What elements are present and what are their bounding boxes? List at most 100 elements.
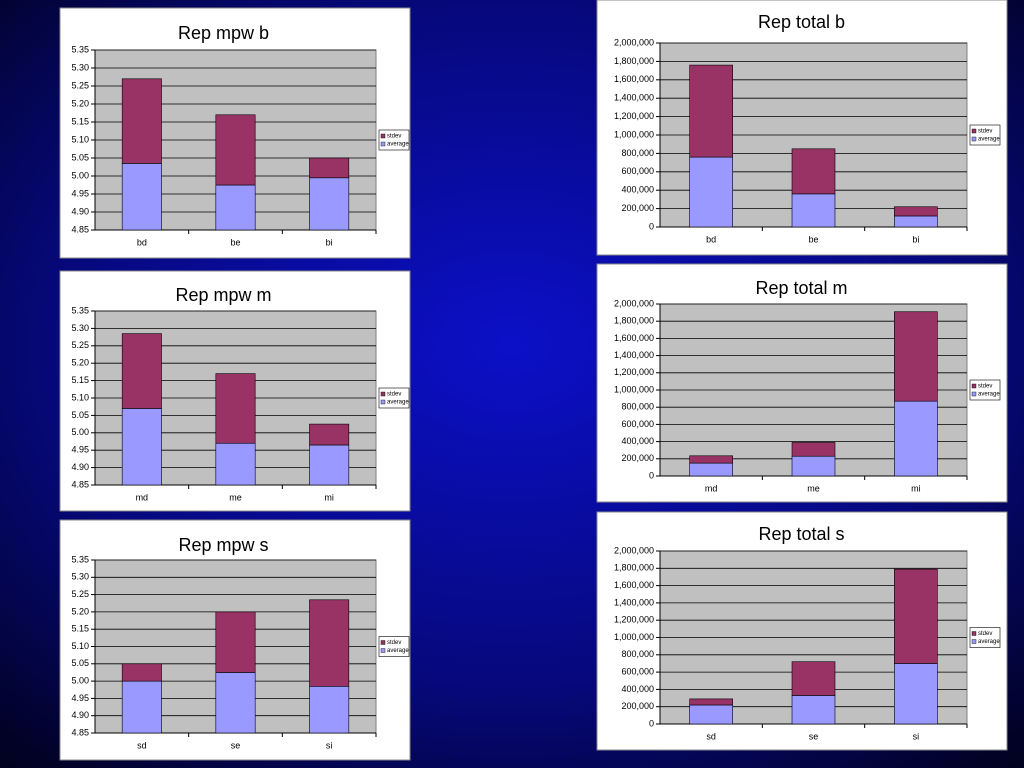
y-tick-label: 1,800,000 — [614, 563, 654, 573]
legend-label: stdev — [978, 129, 992, 135]
x-tick-label: be — [230, 237, 240, 247]
y-tick-label: 5.00 — [71, 427, 89, 437]
y-tick-label: 800,000 — [621, 402, 654, 412]
legend-label: stdev — [387, 134, 401, 140]
bar-segment — [121, 78, 162, 164]
y-tick-label: 1,200,000 — [614, 111, 654, 121]
y-tick-label: 600,000 — [621, 666, 654, 676]
y-tick-label: 1,000,000 — [614, 632, 654, 642]
chart-title: Rep total s — [758, 524, 844, 544]
y-tick-label: 1,000,000 — [614, 129, 654, 139]
y-tick-label: 1,800,000 — [614, 56, 654, 66]
y-tick-label: 1,200,000 — [614, 615, 654, 625]
legend-swatch — [971, 136, 977, 142]
legend-swatch — [971, 639, 977, 644]
legend-box — [969, 379, 1001, 401]
chart-panel: Rep total b 0 200,000 400,000 600,000 800,000… — [596, 0, 1008, 256]
y-tick-label: 5.35 — [71, 554, 89, 564]
bar-segment — [894, 215, 938, 228]
chart-panel: Rep mpw b 4.85 4.90 4.95 5.00 5.05 5.10 5.15 5.2… — [59, 7, 411, 259]
bar-segment — [215, 114, 256, 186]
y-tick-label: 600,000 — [621, 166, 654, 176]
chart-title: Rep mpw b — [178, 23, 269, 43]
legend-box — [378, 129, 410, 151]
x-tick-label: se — [809, 731, 819, 741]
y-tick-label: 800,000 — [621, 148, 654, 158]
y-tick-label: 5.20 — [71, 358, 89, 368]
x-tick-label: bi — [912, 234, 919, 244]
y-tick-label: 5.20 — [71, 98, 89, 108]
legend-swatch — [380, 133, 386, 139]
y-tick-label: 1,600,000 — [614, 580, 654, 590]
legend-label: average — [387, 400, 409, 406]
bar-segment — [121, 163, 162, 231]
bar-segment — [894, 311, 938, 402]
y-tick-label: 1,400,000 — [614, 597, 654, 607]
bar-segment — [689, 455, 733, 464]
chart-panel: Rep mpw s 4.85 4.90 4.95 5.00 5.05 5.10 5.15 5.2… — [59, 519, 411, 761]
chart-panel: Rep total m 0 200,000 400,000 600,000 800,000… — [596, 263, 1008, 503]
legend-label: stdev — [387, 640, 401, 646]
y-tick-label: 4.95 — [71, 188, 89, 198]
y-tick-label: 1,000,000 — [614, 384, 654, 394]
y-tick-label: 1,400,000 — [614, 350, 654, 360]
y-tick-label: 400,000 — [621, 436, 654, 446]
chart-title: Rep mpw m — [175, 285, 271, 305]
y-tick-label: 5.30 — [71, 323, 89, 333]
x-tick-label: md — [136, 492, 149, 502]
bar-segment — [894, 400, 938, 477]
legend-swatch — [380, 640, 386, 645]
y-tick-label: 5.10 — [71, 392, 89, 402]
y-tick-label: 4.95 — [71, 693, 89, 703]
chart-panel: Rep mpw m 4.85 4.90 4.95 5.00 5.05 5.10 5.15 5.2… — [59, 270, 411, 512]
bar-segment — [309, 685, 350, 734]
legend-swatch — [380, 141, 386, 147]
bar-segment — [689, 156, 733, 228]
legend-label: average — [978, 392, 1000, 398]
bar-segment — [215, 611, 256, 673]
y-tick-label: 4.90 — [71, 206, 89, 216]
y-tick-label: 5.25 — [71, 589, 89, 599]
legend-label: stdev — [978, 631, 992, 637]
bar-segment — [894, 568, 938, 664]
x-tick-label: sd — [706, 731, 716, 741]
legend-swatch — [971, 631, 977, 636]
y-tick-label: 5.20 — [71, 606, 89, 616]
bar-segment — [121, 680, 162, 734]
legend-label: average — [387, 142, 409, 148]
y-tick-label: 4.85 — [71, 224, 89, 234]
y-tick-label: 5.25 — [71, 340, 89, 350]
x-tick-label: si — [326, 740, 333, 750]
chart-title: Rep mpw s — [178, 535, 268, 555]
y-tick-label: 5.15 — [71, 375, 89, 385]
bar-segment — [215, 672, 256, 734]
bar-segment — [791, 148, 836, 195]
legend-box — [378, 636, 410, 657]
legend-label: average — [978, 137, 1000, 143]
y-tick-label: 5.25 — [71, 80, 89, 90]
y-tick-label: 5.00 — [71, 675, 89, 685]
y-tick-label: 4.90 — [71, 710, 89, 720]
y-tick-label: 5.10 — [71, 134, 89, 144]
y-tick-label: 0 — [649, 221, 654, 231]
bar-segment — [309, 444, 350, 486]
x-tick-label: md — [705, 483, 718, 493]
x-tick-label: mi — [911, 483, 921, 493]
bar-segment — [791, 695, 836, 725]
y-tick-label: 800,000 — [621, 649, 654, 659]
chart-panel: Rep total s 0 200,000 400,000 600,000 800,000… — [596, 511, 1008, 751]
bar-segment — [791, 442, 836, 457]
y-tick-label: 1,400,000 — [614, 93, 654, 103]
bar-segment — [215, 373, 256, 444]
x-tick-label: bd — [137, 237, 147, 247]
bar-segment — [689, 462, 733, 477]
y-tick-label: 4.85 — [71, 479, 89, 489]
x-tick-label: be — [808, 234, 818, 244]
bar-segment — [309, 423, 350, 446]
legend-label: stdev — [978, 384, 992, 390]
legend-box — [969, 124, 1001, 146]
y-tick-label: 2,000,000 — [614, 545, 654, 555]
y-tick-label: 1,800,000 — [614, 316, 654, 326]
legend-swatch — [380, 648, 386, 653]
legend-label: average — [387, 648, 409, 654]
